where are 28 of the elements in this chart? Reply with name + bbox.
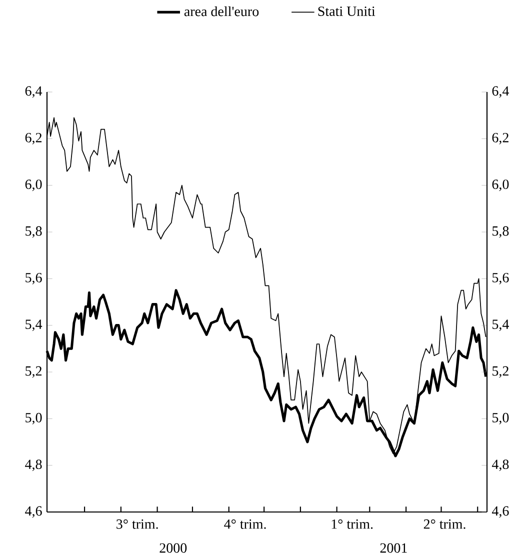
y2-tick-label: 5,2 (492, 366, 508, 378)
y-tick-label: 5,8 (26, 226, 42, 238)
x-tick-label: 2° trim. (424, 519, 466, 529)
y-tick-label: 6,0 (25, 180, 42, 192)
y2-tick-label: 5,0 (492, 412, 509, 424)
y2-tick-label: 6,2 (492, 132, 508, 144)
x-tick-label: 1° trim. (332, 519, 373, 529)
y2-tick-label: 5,8 (492, 226, 509, 238)
y2-tick-label: 4,6 (492, 506, 509, 518)
x-tick-label: 3° trim. (116, 519, 158, 529)
y-tick-label: 4,6 (25, 506, 42, 518)
legend-label: area dell'euro (184, 6, 259, 16)
y2-tick-label: 6,4 (492, 86, 509, 98)
y-tick-label: 4,8 (25, 460, 42, 472)
y-tick-label: 5,4 (26, 320, 42, 332)
y2-tick-label: 6,0 (492, 180, 509, 192)
y2-tick-label: 5,4 (492, 320, 509, 332)
x-tick-label: 4° trim. (224, 519, 266, 529)
legend-label: Stati Uniti (318, 6, 376, 16)
y2-tick-label: 4,8 (492, 460, 509, 472)
y2-tick-label: 5,6 (492, 272, 509, 284)
y-tick-label: 6,4 (25, 86, 42, 98)
y-tick-label: 6,2 (25, 132, 42, 144)
y-tick-label: 5,2 (26, 366, 42, 378)
text: 2000 (160, 543, 187, 553)
y-tick-label: 5,0 (26, 412, 42, 424)
text: 2001 (380, 543, 407, 553)
y-tick-label: 5,6 (26, 272, 42, 284)
